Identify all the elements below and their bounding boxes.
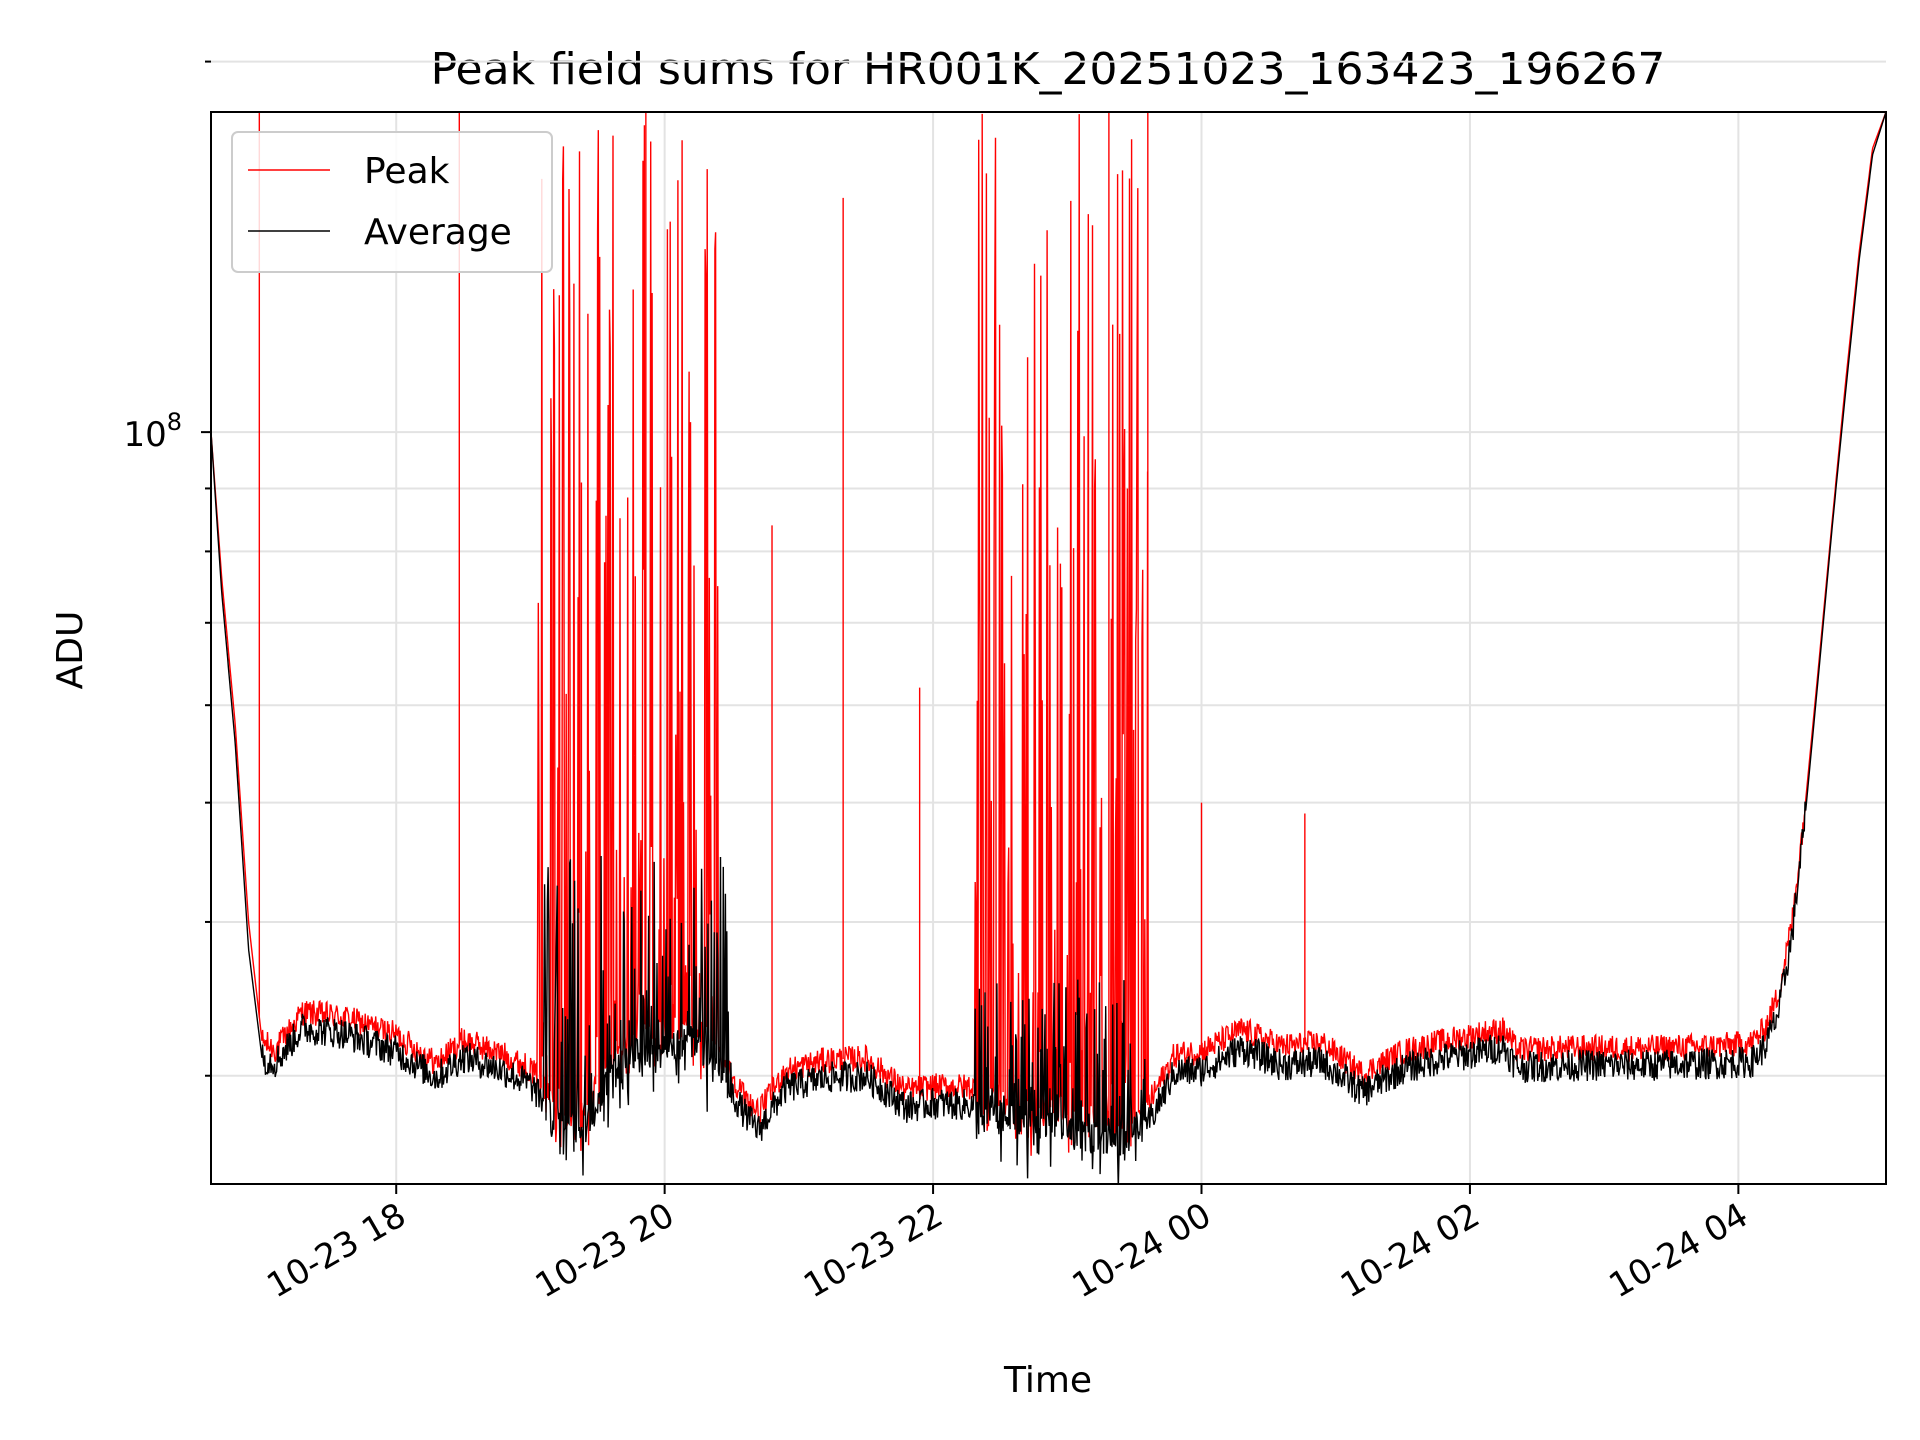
y-axis-label: ADU [50, 611, 91, 690]
legend-peak-label: Peak [364, 151, 450, 192]
x-axis-label: Time [1003, 1360, 1092, 1401]
y-tick-label-base: 10 [123, 415, 166, 455]
y-tick-label: 108 [123, 408, 182, 455]
y-tick-label-exponent: 8 [167, 408, 182, 436]
legend-box [231, 131, 553, 273]
chart-title: Peak field sums for HR001K_20251023_1634… [431, 44, 1666, 95]
legend-average-label: Average [364, 212, 512, 253]
plot-frame [210, 111, 1887, 1185]
series-average-line [211, 112, 1886, 1184]
legend: Peak Average [231, 131, 553, 273]
y-axis: 108 [123, 60, 211, 1077]
series-layer [211, 112, 1886, 1184]
